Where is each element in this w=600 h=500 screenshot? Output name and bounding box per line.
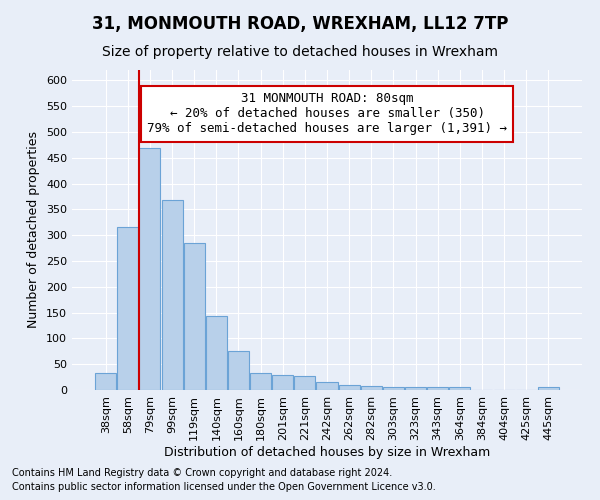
Bar (449, 388, 470, 390)
Bar (161, 200, 182, 390)
Y-axis label: Number of detached properties: Number of detached properties (28, 132, 40, 328)
Bar (405, 388, 426, 390)
X-axis label: Distribution of detached houses by size in Wrexham: Distribution of detached houses by size … (164, 446, 490, 458)
Bar (206, 316, 227, 390)
Bar (250, 374, 271, 390)
Bar (338, 386, 359, 390)
Bar (383, 388, 404, 390)
Bar (228, 351, 249, 390)
Bar (95, 374, 116, 390)
Bar (295, 376, 316, 390)
Bar (361, 386, 382, 390)
Text: Contains public sector information licensed under the Open Government Licence v3: Contains public sector information licen… (12, 482, 436, 492)
Bar (427, 388, 448, 390)
Bar (139, 148, 160, 390)
Bar (538, 387, 559, 390)
Text: 31, MONMOUTH ROAD, WREXHAM, LL12 7TP: 31, MONMOUTH ROAD, WREXHAM, LL12 7TP (92, 15, 508, 33)
Text: 31 MONMOUTH ROAD: 80sqm
← 20% of detached houses are smaller (350)
79% of semi-d: 31 MONMOUTH ROAD: 80sqm ← 20% of detache… (147, 92, 507, 136)
Text: Size of property relative to detached houses in Wrexham: Size of property relative to detached ho… (102, 45, 498, 59)
Bar (272, 375, 293, 390)
Bar (118, 228, 139, 390)
Text: Contains HM Land Registry data © Crown copyright and database right 2024.: Contains HM Land Registry data © Crown c… (12, 468, 392, 477)
Bar (316, 382, 338, 390)
Bar (184, 244, 205, 390)
